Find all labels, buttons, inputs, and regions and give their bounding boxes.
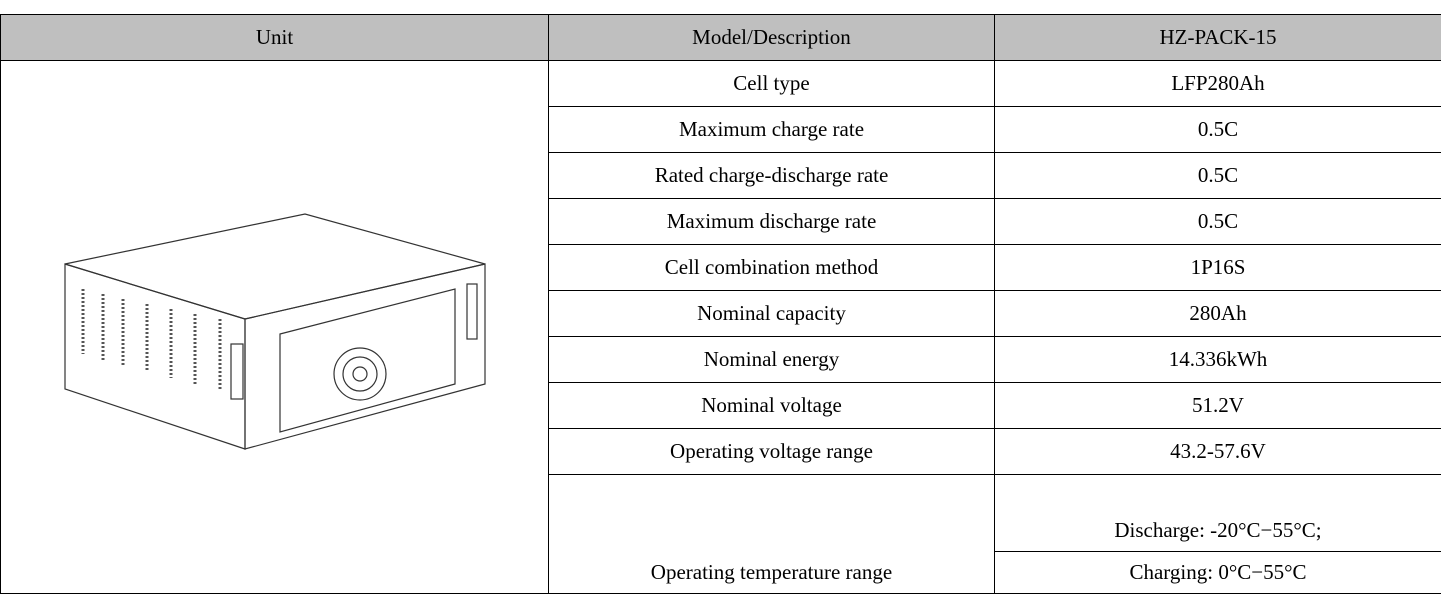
header-cell: HZ-PACK-15 bbox=[995, 15, 1441, 61]
label-cell: Operating temperature range bbox=[549, 475, 995, 594]
value-cell: LFP280Ah bbox=[995, 61, 1441, 107]
label-cell: Nominal energy bbox=[549, 337, 995, 383]
label-cell: Nominal voltage bbox=[549, 383, 995, 429]
value-cell: 280Ah bbox=[995, 291, 1441, 337]
value-cell: 0.5C bbox=[995, 153, 1441, 199]
unit-image bbox=[55, 194, 495, 454]
value-cell: 14.336kWh bbox=[995, 337, 1441, 383]
value-cell: 0.5C bbox=[995, 199, 1441, 245]
label-cell: Cell combination method bbox=[549, 245, 995, 291]
header-cell: Model/Description bbox=[549, 15, 995, 61]
unit-image-cell bbox=[1, 61, 549, 594]
header-row: Unit Model/Description HZ-PACK-15 bbox=[1, 15, 1441, 61]
value-cell: 43.2-57.6V bbox=[995, 429, 1441, 475]
value-cell: 1P16S bbox=[995, 245, 1441, 291]
page: Unit Model/Description HZ-PACK-15 Cell t… bbox=[0, 0, 1441, 589]
label-cell: Rated charge-discharge rate bbox=[549, 153, 995, 199]
value-cell: 0.5C bbox=[995, 107, 1441, 153]
label-cell: Nominal capacity bbox=[549, 291, 995, 337]
label-cell: Maximum discharge rate bbox=[549, 199, 995, 245]
value-cell: Discharge: -20°C−55°C; bbox=[995, 475, 1441, 552]
spec-table: Unit Model/Description HZ-PACK-15 Cell t… bbox=[0, 14, 1441, 594]
value-cell: Charging: 0°C−55°C bbox=[995, 552, 1441, 594]
value-cell: 51.2V bbox=[995, 383, 1441, 429]
header-cell: Unit bbox=[1, 15, 549, 61]
label-cell: Maximum charge rate bbox=[549, 107, 995, 153]
label-cell: Cell type bbox=[549, 61, 995, 107]
label-cell: Operating voltage range bbox=[549, 429, 995, 475]
